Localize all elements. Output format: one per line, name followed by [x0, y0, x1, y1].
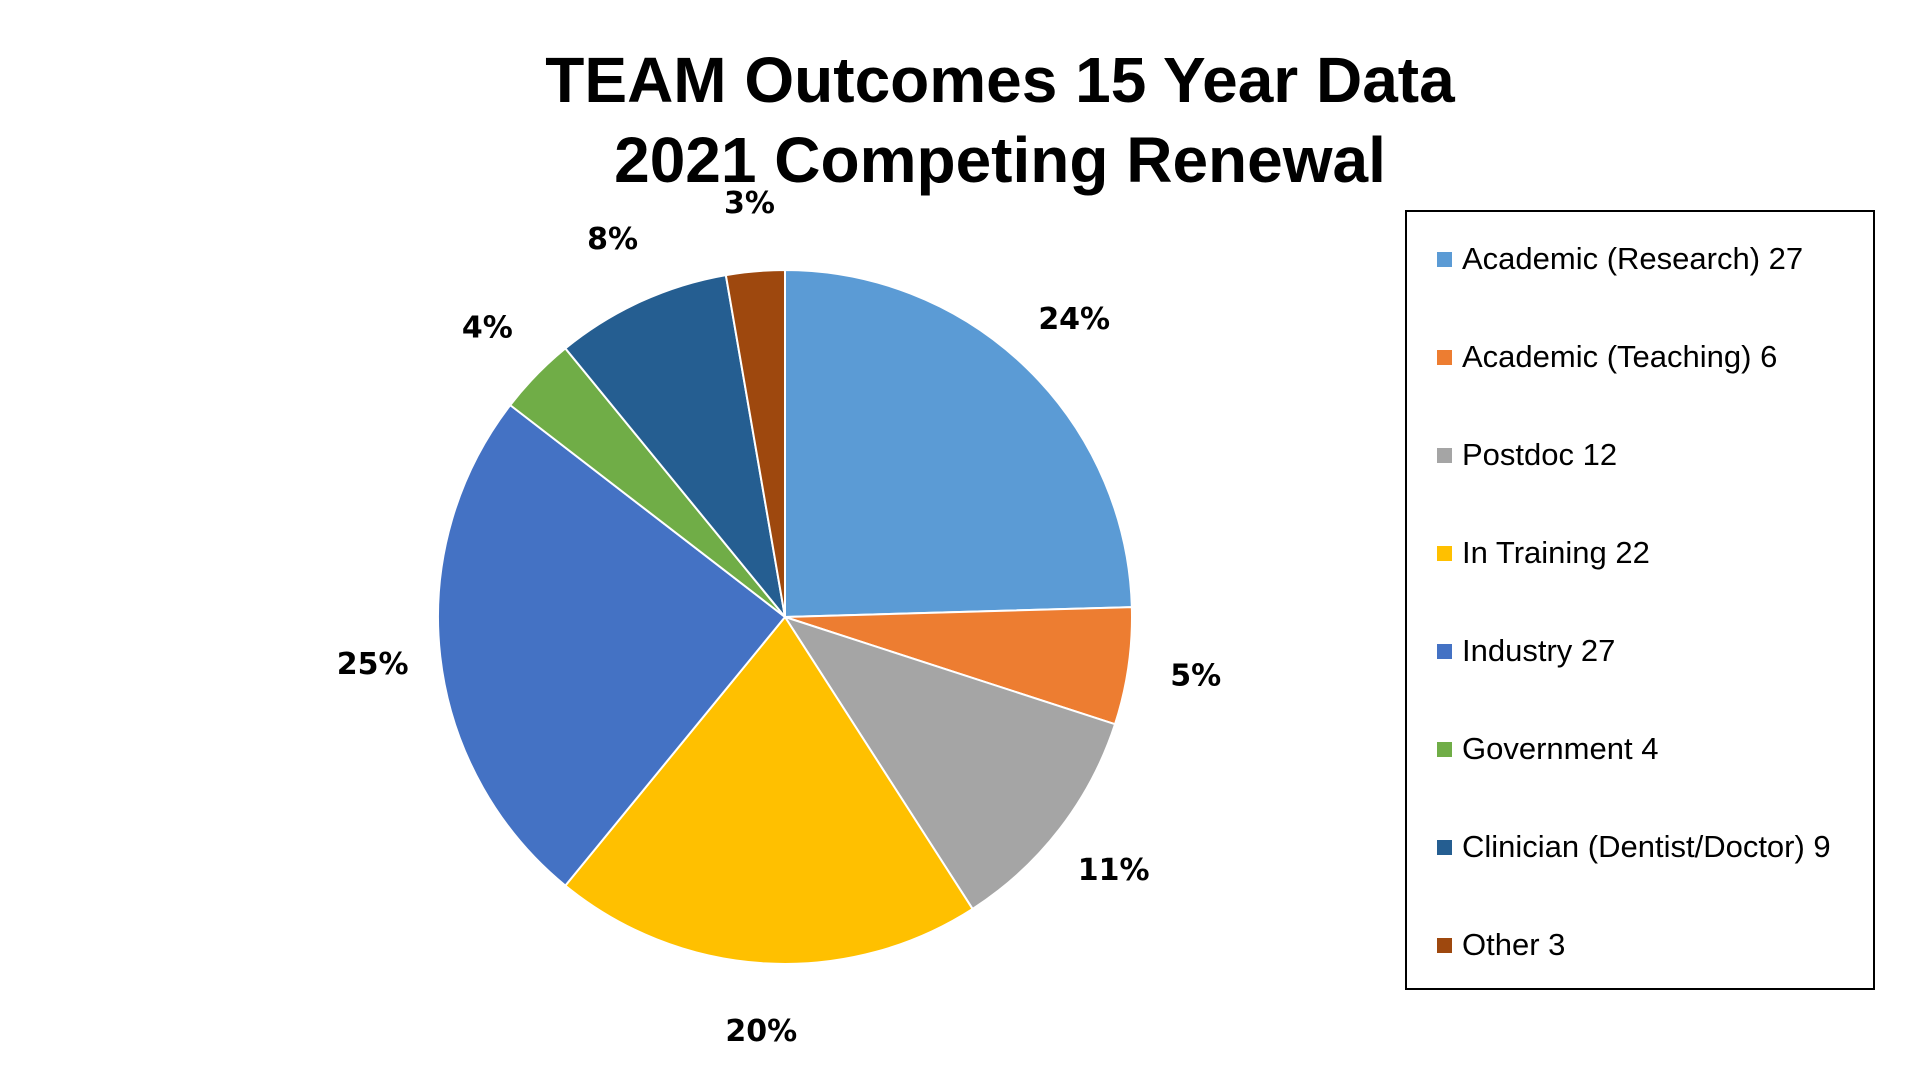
pie-slice	[782, 615, 1117, 911]
legend-item: Clinician (Dentist/Doctor) 9	[1437, 827, 1831, 867]
pie-slice	[724, 268, 786, 618]
pie-data-label: 24%	[1038, 302, 1110, 337]
legend-swatch	[1437, 643, 1452, 659]
pie-slice	[563, 615, 974, 965]
legend-item: Academic (Teaching) 6	[1437, 337, 1777, 377]
pie-data-label: 20%	[725, 1014, 797, 1049]
legend-swatch	[1437, 251, 1452, 267]
legend-swatch	[1437, 545, 1452, 561]
legend-item: Government 4	[1437, 729, 1658, 769]
pie-slices	[437, 268, 1133, 965]
pie-data-labels: 24% 5% 11% 20% 25% 4% 8% 3%	[337, 186, 1221, 1049]
pie-slice	[437, 403, 787, 888]
pie-slice	[784, 268, 1133, 619]
chart-title-line-2: 2021 Competing Renewal	[614, 124, 1386, 196]
legend-swatch	[1437, 447, 1452, 463]
chart-title: TEAM Outcomes 15 Year Data 2021 Competin…	[0, 40, 1920, 200]
legend-label: Academic (Teaching) 6	[1462, 339, 1778, 374]
chart-title-line-1: TEAM Outcomes 15 Year Data	[545, 44, 1455, 116]
legend-label: Postdoc 12	[1462, 437, 1618, 472]
legend-label: In Training 22	[1462, 535, 1650, 570]
legend-item: Other 3	[1437, 925, 1565, 965]
pie-data-label: 25%	[337, 647, 409, 682]
pie-data-label: 4%	[462, 310, 513, 345]
legend-item: In Training 22	[1437, 533, 1650, 573]
pie-data-label: 11%	[1078, 853, 1150, 888]
pie-data-label: 3%	[724, 186, 775, 221]
legend-item: Academic (Research) 27	[1437, 239, 1803, 279]
pie-data-label: 8%	[587, 222, 638, 257]
legend-label: Clinician (Dentist/Doctor) 9	[1462, 829, 1831, 864]
legend-swatch	[1437, 937, 1452, 953]
legend-swatch	[1437, 349, 1452, 365]
legend-label: Industry 27	[1462, 633, 1616, 668]
legend-label: Government 4	[1462, 731, 1659, 766]
legend-swatch	[1437, 839, 1452, 855]
pie-slice	[563, 273, 787, 621]
legend-label: Other 3	[1462, 927, 1566, 962]
legend-item: Postdoc 12	[1437, 435, 1617, 475]
pie-data-label: 5%	[1170, 659, 1221, 694]
legend-swatch	[1437, 741, 1452, 757]
legend-item: Industry 27	[1437, 631, 1615, 671]
legend-label: Academic (Research) 27	[1462, 241, 1804, 276]
chart-legend: Academic (Research) 27 Academic (Teaching…	[1405, 210, 1875, 990]
